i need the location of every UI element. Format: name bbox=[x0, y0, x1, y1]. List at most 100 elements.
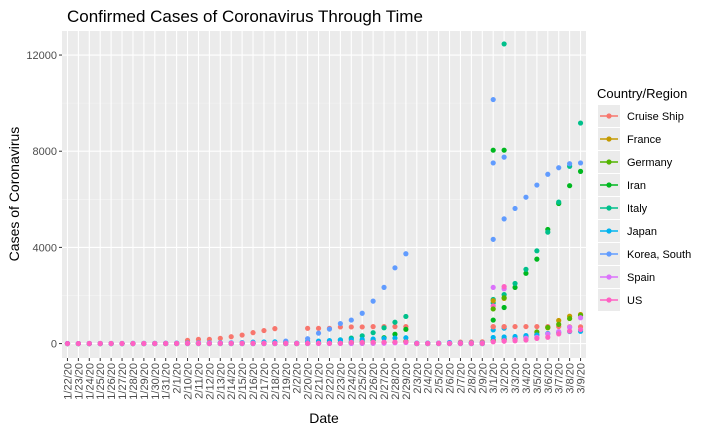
point-us bbox=[163, 340, 169, 347]
x-tick-label: 1/28/20 bbox=[128, 363, 140, 400]
point-us bbox=[294, 340, 300, 346]
point-cruise-ship bbox=[359, 324, 365, 330]
legend-marker bbox=[606, 182, 612, 188]
point-japan bbox=[403, 335, 409, 341]
legend-item-cruise-ship: Cruise Ship bbox=[598, 105, 684, 127]
point-us bbox=[75, 340, 81, 347]
point-japan bbox=[501, 334, 507, 340]
legend-label: Korea, South bbox=[627, 249, 691, 261]
x-tick-label: 1/27/20 bbox=[117, 363, 129, 400]
point-us bbox=[250, 340, 256, 346]
x-tick-label: 2/12/20 bbox=[204, 363, 216, 400]
point-us bbox=[272, 340, 278, 346]
point-us bbox=[512, 338, 518, 344]
legend: Country/Region Cruise Ship France Germany I… bbox=[597, 86, 691, 311]
point-us bbox=[337, 340, 343, 346]
point-us bbox=[86, 340, 92, 347]
x-tick-label: 2/19/20 bbox=[281, 363, 293, 400]
point-iran bbox=[392, 331, 398, 337]
legend-marker bbox=[606, 274, 612, 280]
point-cruise-ship bbox=[534, 323, 540, 330]
point-cruise-ship bbox=[272, 326, 278, 332]
x-tick-label: 2/24/20 bbox=[346, 363, 358, 400]
legend-marker bbox=[606, 159, 612, 165]
point-iran bbox=[403, 326, 409, 332]
legend-item-france: France bbox=[598, 128, 661, 150]
point-us bbox=[261, 340, 267, 346]
legend-label: Italy bbox=[627, 203, 648, 215]
point-france bbox=[556, 317, 562, 324]
point-us bbox=[305, 340, 311, 346]
point-korea-south bbox=[392, 265, 398, 271]
x-tick-label: 3/2/20 bbox=[499, 363, 511, 394]
x-tick-label: 1/30/20 bbox=[150, 363, 162, 400]
point-germany bbox=[545, 324, 551, 331]
point-italy bbox=[512, 280, 518, 287]
x-tick-label: 2/22/20 bbox=[324, 363, 336, 400]
point-cruise-ship bbox=[348, 324, 354, 330]
point-us bbox=[490, 339, 496, 345]
data-points bbox=[64, 41, 584, 347]
point-us bbox=[403, 339, 409, 345]
point-germany bbox=[567, 315, 573, 322]
point-us bbox=[468, 340, 474, 346]
point-italy bbox=[359, 333, 365, 339]
legend-marker bbox=[606, 205, 612, 211]
x-tick-label: 1/24/20 bbox=[84, 363, 96, 400]
x-tick-label: 2/23/20 bbox=[335, 363, 347, 400]
point-cruise-ship bbox=[239, 332, 245, 338]
point-japan bbox=[392, 335, 398, 341]
point-korea-south bbox=[381, 284, 387, 290]
legend-item-iran: Iran bbox=[598, 174, 646, 196]
point-cruise-ship bbox=[490, 324, 496, 330]
point-cruise-ship bbox=[392, 324, 398, 330]
point-us bbox=[425, 340, 431, 346]
x-tick-label: 1/23/20 bbox=[73, 363, 85, 400]
point-italy bbox=[534, 248, 540, 254]
x-tick-label: 2/1/20 bbox=[172, 363, 184, 394]
point-us bbox=[446, 340, 453, 346]
point-us bbox=[64, 340, 71, 347]
point-us bbox=[567, 328, 573, 334]
point-iran bbox=[523, 270, 529, 276]
point-korea-south bbox=[512, 205, 518, 212]
legend-marker bbox=[606, 136, 612, 142]
x-tick-label: 2/16/20 bbox=[248, 363, 260, 400]
x-axis-title: Date bbox=[309, 410, 339, 426]
point-us bbox=[577, 326, 584, 333]
x-tick-label: 2/10/20 bbox=[183, 363, 195, 400]
point-germany bbox=[556, 321, 562, 327]
x-tick-label: 3/1/20 bbox=[488, 363, 500, 394]
x-tick-label: 2/4/20 bbox=[423, 363, 435, 394]
y-tick-label: 4000 bbox=[33, 242, 57, 254]
point-us bbox=[97, 340, 103, 347]
x-tick-label: 2/26/20 bbox=[368, 363, 380, 400]
x-tick-label: 3/7/20 bbox=[554, 363, 566, 394]
x-tick-label: 3/9/20 bbox=[576, 363, 588, 394]
y-tick-label: 8000 bbox=[33, 146, 57, 158]
point-italy bbox=[381, 325, 387, 331]
y-tick-label: 0 bbox=[51, 339, 57, 351]
point-cruise-ship bbox=[228, 334, 234, 340]
y-axis-title: Cases of Coronavirus bbox=[6, 127, 22, 262]
x-tick-label: 2/21/20 bbox=[314, 363, 326, 400]
x-tick-label: 2/2/20 bbox=[292, 363, 304, 394]
point-cruise-ship bbox=[305, 325, 311, 331]
point-spain bbox=[577, 315, 584, 321]
point-italy bbox=[501, 41, 507, 47]
point-italy bbox=[370, 330, 376, 336]
point-korea-south bbox=[348, 317, 354, 323]
legend-item-korea-south: Korea, South bbox=[598, 243, 691, 265]
x-tick-label: 2/7/20 bbox=[455, 363, 467, 394]
point-cruise-ship bbox=[217, 335, 223, 341]
point-korea-south bbox=[556, 165, 562, 171]
point-cruise-ship bbox=[501, 324, 507, 330]
point-korea-south bbox=[501, 154, 507, 160]
point-korea-south bbox=[567, 161, 573, 167]
point-italy bbox=[556, 199, 562, 205]
x-tick-label: 2/27/20 bbox=[379, 363, 391, 400]
legend-marker bbox=[606, 113, 612, 119]
point-us bbox=[184, 340, 191, 346]
x-tick-label: 2/25/20 bbox=[357, 363, 369, 400]
point-korea-south bbox=[326, 326, 333, 332]
